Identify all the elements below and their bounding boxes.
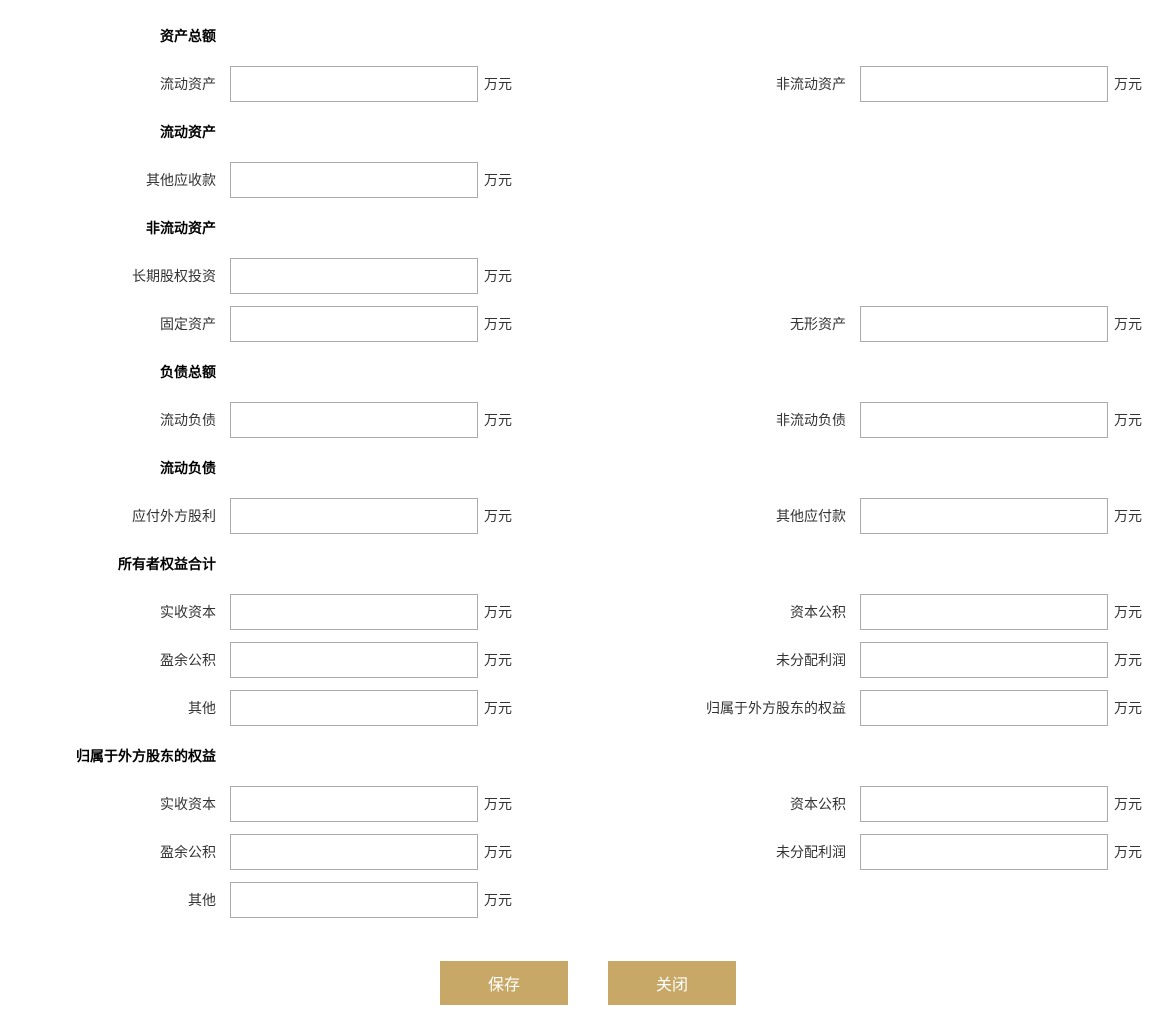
fixed-assets-label: 固定资产 xyxy=(0,314,230,334)
current-liabilities-input[interactable] xyxy=(230,402,478,438)
unit-label: 万元 xyxy=(1114,842,1142,862)
unit-label: 万元 xyxy=(1114,506,1142,526)
paid-in-capital-input[interactable] xyxy=(230,594,478,630)
fse-undistributed-profit-input[interactable] xyxy=(860,834,1108,870)
form-row: 其他 万元 归属于外方股东的权益 万元 xyxy=(0,687,1176,729)
foreign-shareholder-equity-label: 归属于外方股东的权益 xyxy=(580,698,860,718)
form-row: 其他 万元 xyxy=(0,879,1176,921)
non-current-assets-input[interactable] xyxy=(860,66,1108,102)
capital-reserve-label: 资本公积 xyxy=(580,602,860,622)
fse-capital-reserve-label: 资本公积 xyxy=(580,794,860,814)
section-header-row: 非流动资产 xyxy=(0,207,1176,249)
foreign-dividends-payable-label: 应付外方股利 xyxy=(0,506,230,526)
non-current-liabilities-input[interactable] xyxy=(860,402,1108,438)
unit-label: 万元 xyxy=(484,650,512,670)
long-term-equity-label: 长期股权投资 xyxy=(0,266,230,286)
fse-other-input[interactable] xyxy=(230,882,478,918)
form-row: 实收资本 万元 资本公积 万元 xyxy=(0,591,1176,633)
section-header-row: 流动负债 xyxy=(0,447,1176,489)
section-header-row: 流动资产 xyxy=(0,111,1176,153)
form-row: 其他应收款 万元 xyxy=(0,159,1176,201)
unit-label: 万元 xyxy=(484,314,512,334)
section-header-row: 负债总额 xyxy=(0,351,1176,393)
section-header-row: 所有者权益合计 xyxy=(0,543,1176,585)
unit-label: 万元 xyxy=(1114,650,1142,670)
surplus-reserve-label: 盈余公积 xyxy=(0,650,230,670)
capital-reserve-input[interactable] xyxy=(860,594,1108,630)
fse-undistributed-profit-label: 未分配利润 xyxy=(580,842,860,862)
form-row: 流动资产 万元 非流动资产 万元 xyxy=(0,63,1176,105)
fse-paid-in-capital-input[interactable] xyxy=(230,786,478,822)
unit-label: 万元 xyxy=(484,170,512,190)
other-receivables-input[interactable] xyxy=(230,162,478,198)
unit-label: 万元 xyxy=(484,506,512,526)
unit-label: 万元 xyxy=(1114,698,1142,718)
current-liabilities-section-header: 流动负债 xyxy=(0,458,230,478)
fse-capital-reserve-input[interactable] xyxy=(860,786,1108,822)
unit-label: 万元 xyxy=(1114,74,1142,94)
unit-label: 万元 xyxy=(1114,602,1142,622)
owners-equity-header: 所有者权益合计 xyxy=(0,554,230,574)
other-equity-input[interactable] xyxy=(230,690,478,726)
foreign-shareholder-equity-input[interactable] xyxy=(860,690,1108,726)
current-liabilities-label: 流动负债 xyxy=(0,410,230,430)
unit-label: 万元 xyxy=(484,410,512,430)
close-button[interactable]: 关闭 xyxy=(608,961,736,1005)
total-liabilities-header: 负债总额 xyxy=(0,362,230,382)
paid-in-capital-label: 实收资本 xyxy=(0,602,230,622)
intangible-assets-label: 无形资产 xyxy=(580,314,860,334)
form-row: 应付外方股利 万元 其他应付款 万元 xyxy=(0,495,1176,537)
unit-label: 万元 xyxy=(1114,314,1142,334)
non-current-assets-label: 非流动资产 xyxy=(580,74,860,94)
unit-label: 万元 xyxy=(1114,410,1142,430)
unit-label: 万元 xyxy=(484,842,512,862)
undistributed-profit-input[interactable] xyxy=(860,642,1108,678)
non-current-liabilities-label: 非流动负债 xyxy=(580,410,860,430)
save-button[interactable]: 保存 xyxy=(440,961,568,1005)
fse-surplus-reserve-input[interactable] xyxy=(230,834,478,870)
surplus-reserve-input[interactable] xyxy=(230,642,478,678)
current-assets-section-header: 流动资产 xyxy=(0,122,230,142)
non-current-assets-section-header: 非流动资产 xyxy=(0,218,230,238)
fse-paid-in-capital-label: 实收资本 xyxy=(0,794,230,814)
total-assets-header: 资产总额 xyxy=(0,26,230,46)
current-assets-input[interactable] xyxy=(230,66,478,102)
form-row: 盈余公积 万元 未分配利润 万元 xyxy=(0,639,1176,681)
foreign-dividends-payable-input[interactable] xyxy=(230,498,478,534)
intangible-assets-input[interactable] xyxy=(860,306,1108,342)
other-payables-label: 其他应付款 xyxy=(580,506,860,526)
unit-label: 万元 xyxy=(484,74,512,94)
fse-surplus-reserve-label: 盈余公积 xyxy=(0,842,230,862)
long-term-equity-input[interactable] xyxy=(230,258,478,294)
form-row: 固定资产 万元 无形资产 万元 xyxy=(0,303,1176,345)
financial-form: 资产总额 流动资产 万元 非流动资产 万元 流动资产 其他应收款 万元 xyxy=(0,15,1176,1005)
fse-other-label: 其他 xyxy=(0,890,230,910)
unit-label: 万元 xyxy=(484,266,512,286)
unit-label: 万元 xyxy=(1114,794,1142,814)
current-assets-label: 流动资产 xyxy=(0,74,230,94)
section-header-row: 资产总额 xyxy=(0,15,1176,57)
form-row: 流动负债 万元 非流动负债 万元 xyxy=(0,399,1176,441)
unit-label: 万元 xyxy=(484,890,512,910)
unit-label: 万元 xyxy=(484,698,512,718)
form-row: 实收资本 万元 资本公积 万元 xyxy=(0,783,1176,825)
other-payables-input[interactable] xyxy=(860,498,1108,534)
button-row: 保存 关闭 xyxy=(0,961,1176,1005)
unit-label: 万元 xyxy=(484,602,512,622)
foreign-shareholder-equity-header: 归属于外方股东的权益 xyxy=(0,746,230,766)
section-header-row: 归属于外方股东的权益 xyxy=(0,735,1176,777)
form-row: 长期股权投资 万元 xyxy=(0,255,1176,297)
unit-label: 万元 xyxy=(484,794,512,814)
form-row: 盈余公积 万元 未分配利润 万元 xyxy=(0,831,1176,873)
fixed-assets-input[interactable] xyxy=(230,306,478,342)
other-equity-label: 其他 xyxy=(0,698,230,718)
other-receivables-label: 其他应收款 xyxy=(0,170,230,190)
undistributed-profit-label: 未分配利润 xyxy=(580,650,860,670)
